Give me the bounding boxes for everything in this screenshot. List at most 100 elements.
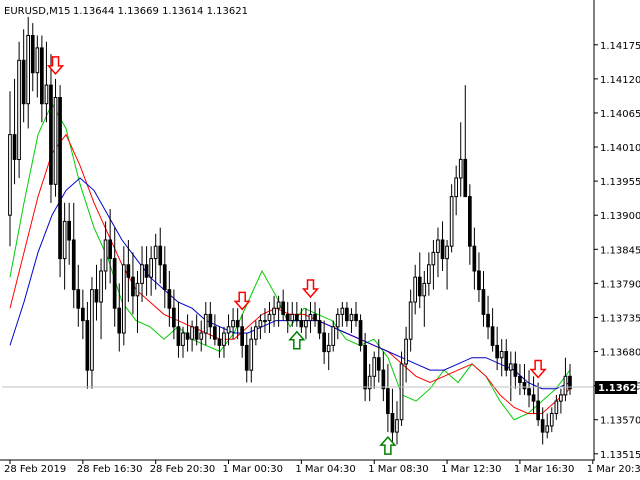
candle	[463, 85, 468, 198]
candle	[295, 301, 299, 327]
candle-body	[81, 307, 85, 322]
candle	[326, 332, 331, 371]
candle-body	[8, 134, 12, 216]
indicator-line-3	[9, 177, 571, 390]
candle	[540, 407, 545, 445]
candle-body	[445, 245, 449, 260]
sell-signal-arrow	[529, 359, 547, 379]
candle-body	[281, 301, 285, 315]
candle-body	[58, 97, 62, 260]
candle	[112, 227, 117, 327]
candle	[331, 320, 336, 352]
candle	[8, 91, 12, 247]
candle-body	[313, 313, 317, 322]
candle	[62, 202, 67, 290]
candle	[417, 252, 422, 309]
candle-body	[149, 258, 154, 278]
candle	[81, 289, 85, 340]
candle-body	[386, 388, 390, 415]
candle	[568, 363, 572, 395]
candle-body	[94, 289, 99, 303]
candle	[458, 122, 463, 197]
candle	[149, 246, 154, 296]
candle	[176, 301, 181, 358]
candle-body	[372, 357, 377, 377]
candle	[522, 363, 527, 395]
candle	[477, 252, 481, 302]
candle	[181, 326, 185, 358]
price-tick-label: 1.13570	[600, 416, 640, 427]
candle	[545, 413, 550, 439]
current-price-box	[595, 381, 637, 394]
candle-body	[185, 332, 190, 340]
candle	[358, 314, 363, 352]
candle	[185, 314, 190, 352]
candle-body	[463, 158, 468, 198]
candle-body	[468, 196, 472, 247]
candle	[427, 252, 431, 296]
candle-body	[272, 307, 276, 315]
candle	[399, 351, 404, 426]
price-tick-label: 1.14010	[600, 143, 640, 154]
candle	[144, 246, 149, 296]
candle	[244, 332, 249, 383]
candle-body	[527, 388, 531, 396]
candle	[99, 258, 103, 340]
sell-signal-arrow	[46, 56, 65, 76]
candle-body	[49, 84, 53, 185]
candle	[486, 295, 490, 340]
candle	[367, 363, 372, 402]
candle-body	[331, 326, 336, 346]
candle	[122, 246, 126, 346]
candle-body	[62, 220, 67, 260]
candle-body	[508, 363, 513, 371]
price-tick-label: 1.13900	[600, 211, 640, 222]
candle	[508, 351, 513, 402]
candle	[504, 339, 509, 377]
candle-body	[167, 289, 172, 309]
candle	[340, 301, 345, 327]
candle-body	[486, 313, 490, 328]
time-axis: 28 Feb 2019 28 Feb 16:30 28 Feb 20:30 1 Mar…	[0, 459, 640, 475]
candle	[431, 240, 436, 290]
candle-body	[126, 264, 131, 278]
price-tick-label: 1.13790	[600, 279, 640, 290]
candle	[30, 23, 35, 92]
time-tick-label: 1 Mar 04:30	[295, 464, 355, 475]
sell-signal-arrow	[233, 291, 251, 311]
candle	[449, 184, 454, 253]
time-tick-label: 28 Feb 2019	[4, 464, 66, 475]
candle	[354, 301, 358, 327]
sell-signal-arrow	[301, 279, 320, 299]
candle-body	[504, 351, 509, 371]
candle	[44, 41, 49, 123]
candle-body	[135, 282, 140, 297]
candle-body	[531, 394, 536, 402]
candle-body	[99, 270, 103, 303]
candle-body	[422, 282, 427, 297]
time-tick-label: 1 Mar 12:30	[441, 464, 501, 475]
candle-body	[26, 35, 30, 105]
candle-body	[176, 326, 181, 346]
candle-body	[540, 419, 545, 433]
candle	[90, 277, 94, 389]
candle	[267, 301, 272, 333]
candle	[203, 301, 208, 346]
candle	[454, 165, 458, 216]
candle-body	[449, 196, 454, 247]
time-tick-label: 1 Mar 00:30	[223, 464, 283, 475]
price-tick-label: 1.14175	[600, 41, 640, 52]
candle	[549, 407, 554, 433]
candle-body	[17, 59, 21, 160]
price-tick-label: 1.13735	[600, 313, 640, 324]
candle-body	[144, 264, 149, 278]
candle	[472, 227, 477, 290]
candle	[363, 332, 367, 402]
candle-body	[381, 369, 386, 390]
candle	[263, 308, 267, 333]
candle	[126, 240, 131, 302]
candle-body	[295, 313, 299, 322]
candle-body	[199, 332, 204, 340]
candle	[167, 270, 172, 327]
